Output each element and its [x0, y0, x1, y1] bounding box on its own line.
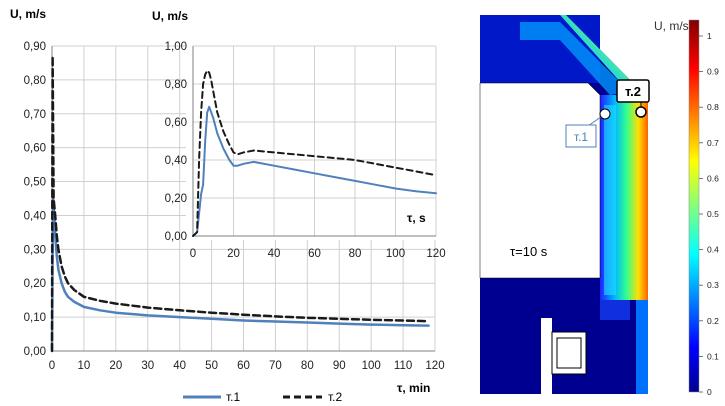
colorbar-ticks: 1 0.9 0.8 0.7 0.6 0.5 0.4 0.3 0.2 0.1 0 — [699, 31, 719, 397]
point-t1-label: т.1 — [574, 130, 589, 144]
velocity-field-heatmap: т.1 т.2 τ=10 s U, m/s 1 0.9 0.8 0.7 0.6 0.5 0.… — [479, 15, 719, 397]
legend-label-t2: т.2 — [328, 390, 343, 404]
colorbar-tick-label: 1 — [707, 31, 712, 41]
main-series-line-t2 — [50, 54, 430, 353]
main-x-tick-label: 50 — [205, 360, 218, 372]
main-x-tick-label: 120 — [425, 360, 444, 372]
inset-x-tick-label: 60 — [308, 248, 321, 260]
main-x-axis-label: τ, min — [397, 381, 430, 395]
inset-x-tick-label: 120 — [426, 248, 445, 260]
colorbar-tick-label: 0.1 — [707, 351, 719, 361]
inset-series — [192, 69, 437, 237]
colorbar — [688, 19, 700, 393]
inset-x-tick-label: 80 — [349, 248, 362, 260]
main-y-tick-label: 0,60 — [24, 143, 46, 155]
main-y-tick-label: 0,10 — [24, 312, 46, 324]
obstacle-box-inner — [556, 337, 582, 369]
main-x-tick-label: 80 — [301, 360, 314, 372]
main-x-tick-label: 90 — [333, 360, 346, 372]
main-y-tick-label: 0,20 — [24, 278, 46, 290]
colorbar-title: U, m/s — [654, 19, 689, 33]
colorbar-tick-label: 0 — [707, 387, 712, 397]
time-annotation: τ=10 s — [510, 244, 548, 259]
inset-axes: 0 20 40 60 80 100 120 0,00 0,20 0,40 0,60 0,80 1,00 — [165, 41, 446, 260]
flow-band-lower — [636, 300, 648, 394]
main-y-tick-label: 0,40 — [24, 210, 46, 222]
inset-x-tick-label: 0 — [190, 248, 196, 260]
inset-x-axis-label: τ, s — [407, 211, 426, 225]
obstacle-post — [541, 318, 552, 394]
main-x-tick-label: 20 — [109, 360, 122, 372]
inset-y-tick-label: 1,00 — [165, 41, 187, 53]
main-y-tick-label: 0,70 — [24, 109, 46, 121]
main-x-tick-label: 70 — [269, 360, 282, 372]
main-x-tick-label: 110 — [394, 360, 412, 372]
colorbar-tick-label: 0.2 — [707, 316, 719, 326]
main-y-tick-label: 0,30 — [24, 244, 46, 256]
colorbar-tick-label: 0.6 — [707, 173, 719, 183]
point-t2-label: т.2 — [625, 84, 641, 99]
main-x-tick-label: 0 — [49, 360, 55, 372]
colorbar-tick-label: 0.8 — [707, 102, 719, 112]
colorbar-tick-label: 0.9 — [707, 67, 719, 77]
main-series — [50, 54, 430, 353]
point-t2-marker — [635, 106, 647, 118]
inset-y-tick-label: 0,80 — [165, 79, 187, 91]
main-y-tick-label: 0,90 — [24, 41, 46, 53]
main-x-tick-label: 100 — [362, 360, 381, 372]
colorbar-tick-label: 0.4 — [707, 245, 719, 255]
inset-chart: 0 20 40 60 80 100 1200,000,200,400,600,801,00 … — [152, 9, 446, 260]
inset-y-tick-label: 0,00 — [165, 231, 187, 243]
main-x-tick-label: 10 — [78, 360, 91, 372]
main-y-axis-label: U, m/s — [10, 7, 46, 21]
main-series-line-t1 — [50, 193, 430, 353]
colorbar-tick-label: 0.5 — [707, 209, 719, 219]
inset-x-tick-label: 20 — [227, 248, 240, 260]
main-y-tick-label: 0,80 — [24, 75, 46, 87]
flow-band-inner — [604, 105, 616, 295]
main-x-tick-label: 60 — [237, 360, 250, 372]
main-y-tick-label: 0,00 — [24, 346, 46, 358]
inset-y-tick-label: 0,20 — [165, 193, 187, 205]
inset-series-line-t1 — [192, 105, 437, 237]
point-t1-label-box — [565, 124, 597, 148]
inset-y-tick-label: 0,40 — [165, 155, 187, 167]
inset-x-tick-label: 100 — [386, 248, 405, 260]
inset-x-tick-label: 40 — [268, 248, 281, 260]
point-t2-label-box — [616, 79, 650, 103]
point-t1-marker — [599, 108, 611, 120]
flow-band-upper — [520, 22, 630, 95]
legend-label-t1: т.1 — [226, 390, 241, 404]
main-y-tick-label: 0,50 — [24, 177, 46, 189]
inset-series-line-t2 — [192, 69, 437, 237]
inset-y-axis-label: U, m/s — [152, 9, 188, 23]
legend: т.1 т.2 — [183, 390, 343, 404]
colorbar-tick-label: 0.7 — [707, 138, 719, 148]
colorbar-tick-label: 0.3 — [707, 280, 719, 290]
main-x-tick-label: 30 — [141, 360, 154, 372]
inset-y-tick-label: 0,60 — [165, 117, 187, 129]
main-x-tick-label: 40 — [173, 360, 186, 372]
